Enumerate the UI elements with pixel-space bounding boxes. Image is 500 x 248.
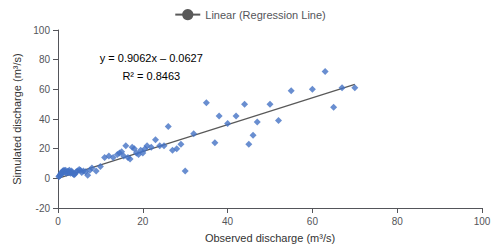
svg-text:40: 40 bbox=[39, 114, 51, 125]
svg-text:60: 60 bbox=[39, 84, 51, 95]
svg-text:100: 100 bbox=[474, 216, 491, 227]
svg-text:60: 60 bbox=[307, 216, 319, 227]
svg-text:100: 100 bbox=[33, 25, 50, 36]
svg-text:y = 0.9062x – 0.0627: y = 0.9062x – 0.0627 bbox=[100, 52, 203, 64]
svg-text:80: 80 bbox=[392, 216, 404, 227]
svg-text:20: 20 bbox=[137, 216, 149, 227]
svg-text:0: 0 bbox=[44, 173, 50, 184]
svg-text:R² = 0.8463: R² = 0.8463 bbox=[122, 70, 180, 82]
svg-text:Linear (Regression Line): Linear (Regression Line) bbox=[205, 9, 325, 21]
svg-text:0: 0 bbox=[55, 216, 61, 227]
svg-text:80: 80 bbox=[39, 54, 51, 65]
svg-text:Observed discharge (m³/s): Observed discharge (m³/s) bbox=[205, 232, 335, 244]
svg-text:20: 20 bbox=[39, 143, 51, 154]
svg-text:-20: -20 bbox=[36, 203, 51, 214]
svg-text:Simulated discharge (m³/s): Simulated discharge (m³/s) bbox=[11, 53, 23, 184]
svg-text:40: 40 bbox=[222, 216, 234, 227]
